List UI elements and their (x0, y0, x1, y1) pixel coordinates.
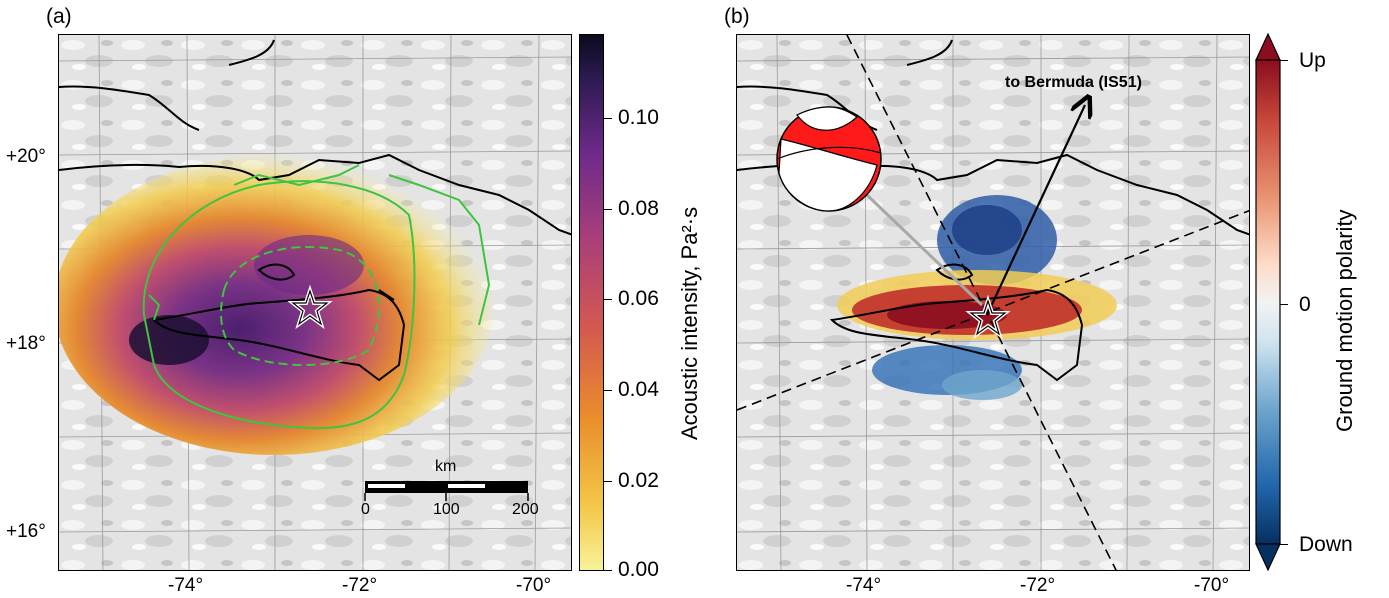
map-b: to Bermuda (IS51) (736, 34, 1250, 571)
panel-a-label: (a) (46, 5, 72, 28)
cbar-a-tick-0.10: 0.10 (618, 106, 659, 129)
cbar-b-tick-up: Up (1299, 49, 1326, 72)
cbar-b-tick-down: Down (1299, 533, 1353, 556)
scalebar-unit: km (435, 458, 457, 475)
cbar-a-tick-0.00: 0.00 (618, 558, 659, 581)
lat-label-18: +18° (6, 333, 46, 354)
lon-label-b-72: -72° (1020, 575, 1056, 596)
scalebar-tick-200: 200 (512, 501, 539, 518)
ground-motion-polarity-field (837, 195, 1117, 400)
colorbar-a-title: Acoustic intensity, Pa²·s (677, 206, 702, 440)
panel-b-label: (b) (724, 5, 750, 28)
green-contours-a (142, 164, 491, 430)
colorbar-acoustic-intensity (579, 34, 604, 571)
map-b-canvas (737, 35, 1249, 570)
nodal-planes (737, 35, 1249, 570)
lat-label-16: +16° (6, 521, 46, 542)
map-a: km 0 100 200 (58, 34, 572, 571)
scalebar-tick-0: 0 (361, 501, 370, 518)
colorbar-ground-motion-polarity (1255, 32, 1281, 572)
cbar-b-tick-0: 0 (1299, 293, 1311, 316)
arrow-to-bermuda (986, 105, 1085, 316)
colorbar-b-title: Ground motion polarity (1332, 209, 1357, 432)
lon-label-a-72: -72° (342, 575, 378, 596)
cbar-a-tick-0.02: 0.02 (618, 469, 659, 492)
scalebar (364, 481, 529, 501)
cbar-a-tick-0.04: 0.04 (618, 378, 659, 401)
coastlines-a (59, 39, 571, 382)
lon-label-a-74: -74° (168, 575, 204, 596)
lon-label-b-70: -70° (1194, 575, 1230, 596)
acoustic-intensity-field (59, 155, 494, 455)
lon-label-a-70: -70° (516, 575, 552, 596)
cbar-a-tick-0.08: 0.08 (618, 197, 659, 220)
scalebar-tick-100: 100 (433, 501, 460, 518)
focal-mechanism-beachball-icon (776, 106, 882, 212)
arrow-label-bermuda: to Bermuda (IS51) (1005, 74, 1142, 91)
cbar-a-tick-0.06: 0.06 (618, 287, 659, 310)
graticule-b (737, 35, 1249, 570)
lat-label-20: +20° (6, 146, 46, 167)
map-a-canvas (59, 35, 571, 570)
beachball-connector (865, 193, 984, 307)
lon-label-b-74: -74° (846, 575, 882, 596)
